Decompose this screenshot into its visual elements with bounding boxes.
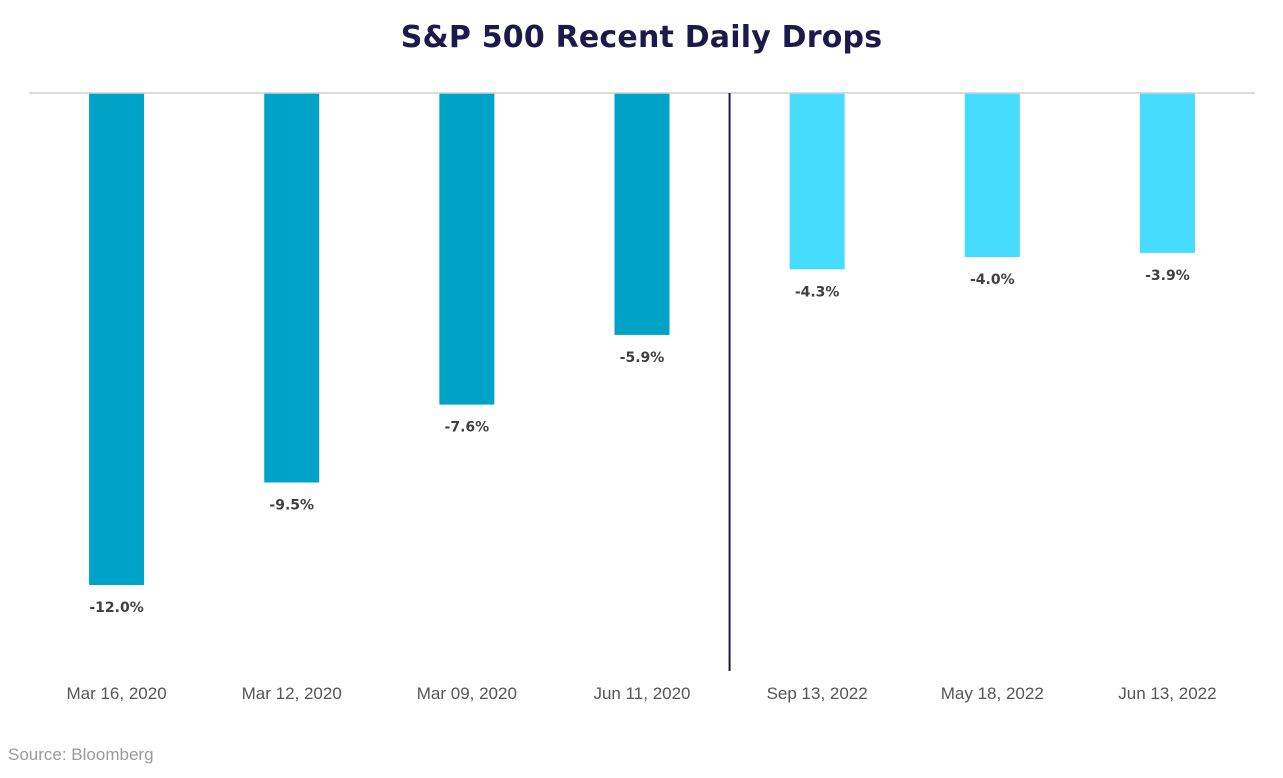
data-label-1: -12.0%	[89, 600, 143, 616]
data-label-3: -7.6%	[445, 420, 490, 436]
x-tick-label-3: Mar 09, 2020	[417, 684, 517, 703]
data-label-4: -5.9%	[620, 350, 665, 366]
bar-3	[439, 93, 495, 405]
data-label-5: -4.3%	[795, 284, 840, 300]
bar-7	[1139, 93, 1195, 253]
data-label-6: -4.0%	[970, 272, 1015, 288]
x-tick-label-4: Jun 11, 2020	[593, 684, 690, 703]
x-tick-label-2: Mar 12, 2020	[242, 684, 342, 703]
bar-6	[964, 93, 1020, 257]
bar-2	[264, 93, 320, 483]
bar-5	[789, 93, 845, 270]
bar-4	[614, 93, 670, 335]
x-tick-label-6: May 18, 2022	[941, 684, 1044, 703]
source-note: Source: Bloomberg	[8, 745, 154, 764]
data-label-2: -9.5%	[269, 498, 314, 514]
bar-1	[89, 93, 145, 585]
x-tick-label-5: Sep 13, 2022	[767, 684, 868, 703]
chart-title: S&P 500 Recent Daily Drops	[400, 20, 883, 55]
x-tick-label-1: Mar 16, 2020	[66, 684, 166, 703]
data-label-7: -3.9%	[1145, 268, 1190, 284]
x-tick-label-7: Jun 13, 2022	[1118, 684, 1216, 703]
